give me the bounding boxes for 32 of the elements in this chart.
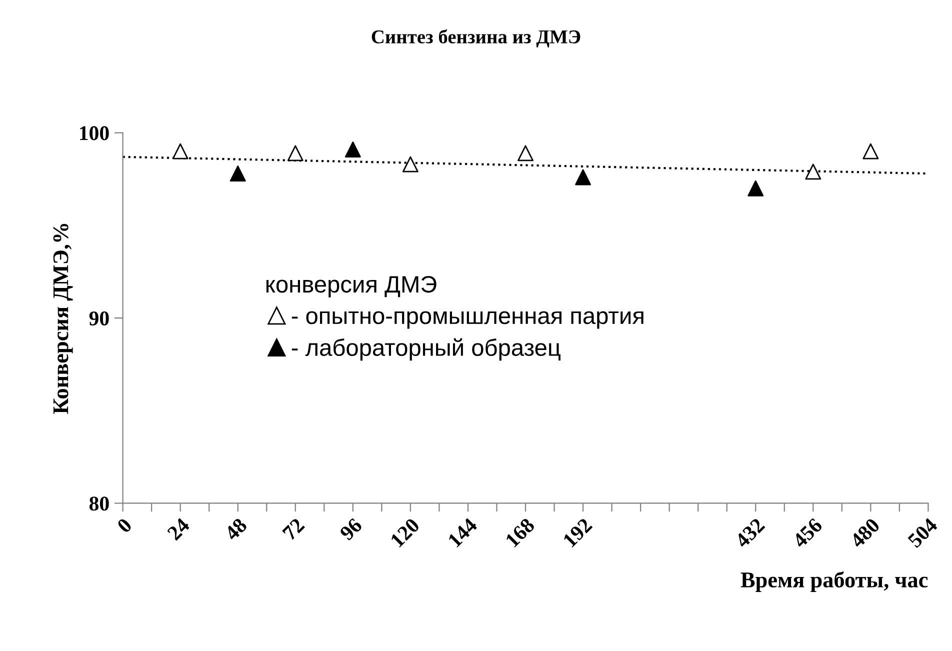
x-tick-label: 456 (792, 517, 824, 549)
y-tick-label: 100 (80, 126, 109, 140)
x-tick-label: 168 (505, 517, 536, 548)
point (402, 156, 418, 172)
point (575, 169, 592, 186)
x-tick-label: 192 (562, 518, 593, 548)
x-tick-label: 144 (448, 517, 478, 548)
x-tick-label: 96 (339, 517, 363, 542)
x-tick-label: 24 (166, 517, 190, 541)
point (344, 141, 361, 158)
point (287, 145, 304, 162)
x-axis-title: Время работы, час (740, 571, 928, 592)
x-tick-label: 48 (224, 517, 248, 542)
point (518, 145, 534, 162)
y-tick-label: 80 (89, 496, 109, 511)
x-tick-label: 72 (282, 518, 305, 541)
y-axis-title: Конверсия ДМЭ,% (53, 224, 73, 414)
point (172, 143, 188, 160)
legend-label: - лабораторный образец (292, 338, 560, 361)
chart-title: Синтез бензина из ДМЭ (372, 29, 580, 48)
point (862, 143, 879, 160)
x-tick-label: 504 (907, 517, 938, 548)
point (748, 180, 764, 196)
point (230, 166, 246, 182)
point (805, 164, 822, 180)
y-tick-label: 90 (89, 311, 109, 326)
x-tick-label: 0 (116, 517, 133, 534)
legend-title: конверсия ДМЭ (266, 276, 436, 298)
legend-label: - опытно-промышленная партия (292, 311, 644, 329)
x-tick-label: 480 (849, 517, 880, 549)
x-tick-label: 432 (734, 518, 766, 549)
x-tick-label: 120 (390, 517, 420, 548)
